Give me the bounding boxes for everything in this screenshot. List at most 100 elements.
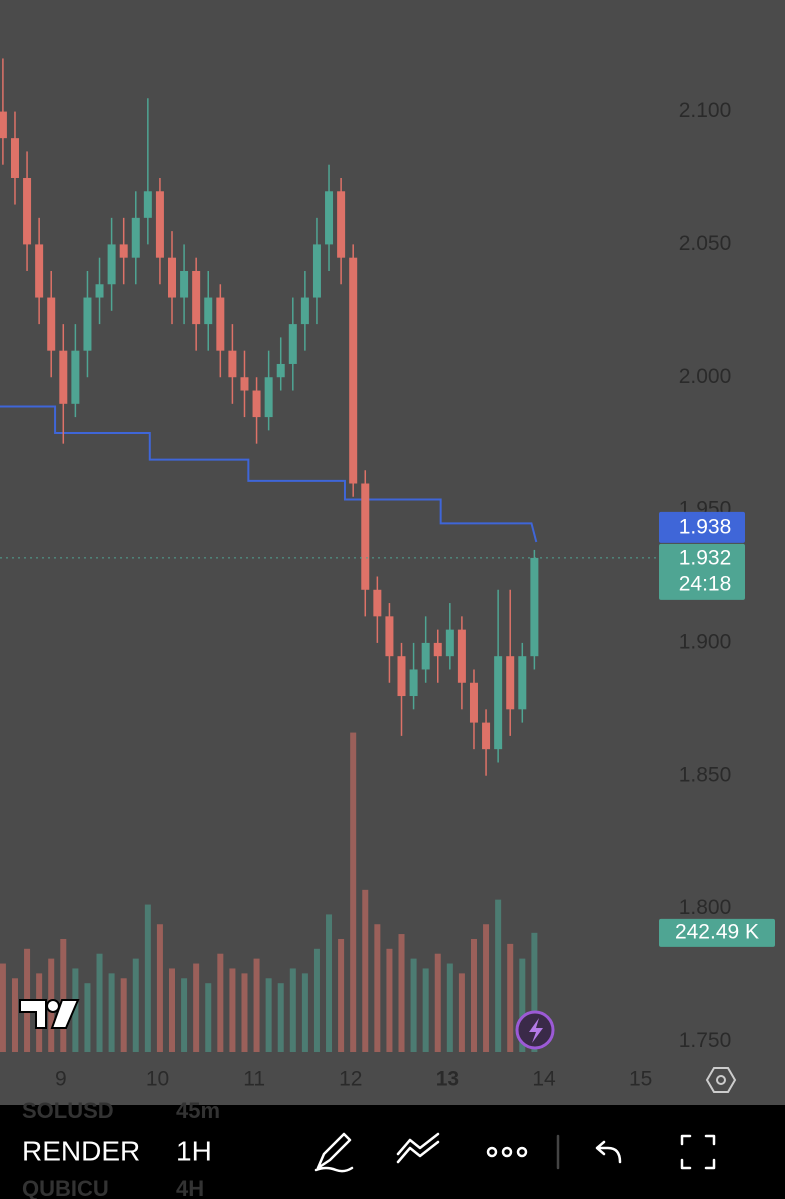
fullscreen-button[interactable] — [680, 1134, 716, 1170]
candle-body — [518, 656, 527, 710]
candle-body — [373, 589, 382, 617]
volume-bar — [495, 899, 502, 1052]
candle-body — [312, 244, 321, 298]
settings-button[interactable] — [705, 1067, 737, 1093]
candle-body — [83, 297, 92, 351]
volume-bar — [72, 968, 79, 1052]
candle-body — [276, 363, 285, 378]
candle-body — [168, 257, 177, 298]
volume-box — [659, 918, 775, 947]
undo-button[interactable] — [595, 1140, 622, 1164]
volume-bar — [181, 978, 188, 1052]
x-tick-label: 10 — [146, 1068, 169, 1091]
lightning-button[interactable] — [515, 1010, 555, 1050]
candle-body — [71, 350, 80, 404]
candle-body — [494, 656, 503, 750]
x-tick-label: 12 — [339, 1068, 362, 1091]
x-tick-label: 9 — [55, 1068, 67, 1091]
candle-body — [385, 616, 394, 657]
candle-body — [155, 191, 164, 258]
lines-tool[interactable] — [396, 1132, 440, 1164]
candle-body — [35, 244, 44, 298]
volume-bar — [531, 932, 538, 1052]
y-tick-label: 2.100 — [679, 99, 732, 122]
ghost-symbol: QUBICU — [22, 1176, 109, 1199]
candle-body — [240, 377, 249, 391]
volume-bar — [11, 978, 18, 1052]
volume-bar — [434, 953, 441, 1052]
volume-bar — [156, 924, 163, 1052]
volume-bar — [217, 953, 224, 1052]
volume-bar — [120, 978, 127, 1052]
toolbar — [0, 1105, 785, 1199]
volume-bar — [205, 983, 212, 1052]
volume-bar — [398, 934, 405, 1052]
x-tick-label: 13 — [436, 1068, 459, 1091]
volume-bar — [253, 958, 260, 1052]
volume-bar — [507, 943, 514, 1052]
volume-bar — [374, 924, 381, 1052]
candle-body — [300, 297, 309, 325]
candle-body — [397, 656, 406, 697]
volume-bar — [241, 973, 248, 1052]
y-tick-label: 1.900 — [679, 630, 732, 653]
candle-body — [288, 324, 297, 364]
candle-body — [59, 350, 68, 404]
y-tick-label: 1.850 — [679, 763, 732, 786]
candle-body — [445, 629, 454, 657]
volume-bar — [84, 983, 91, 1052]
y-tick-label: 2.000 — [679, 365, 732, 388]
volume-bar — [386, 948, 393, 1052]
volume-bar — [362, 889, 369, 1052]
candle-body — [192, 270, 201, 325]
candle-body — [337, 191, 346, 258]
candle-body — [204, 297, 213, 325]
interval-button[interactable]: 1H — [176, 1135, 212, 1166]
volume-bar — [193, 963, 200, 1052]
volume-bar — [326, 914, 333, 1052]
indicator-label: 1.938 — [679, 515, 732, 538]
volume-bar — [301, 973, 308, 1052]
candle-body — [143, 191, 152, 218]
draw-tool[interactable] — [314, 1132, 354, 1173]
candle-body — [506, 656, 515, 710]
overlay: 1.932 24:18 1.938 242.49 K — [0, 511, 775, 947]
indicator-line — [0, 405, 538, 543]
candle-body — [264, 377, 273, 418]
ghost-symbol: SOLUSD — [22, 1098, 114, 1123]
volume-bar — [313, 948, 320, 1052]
candle-body — [325, 191, 334, 245]
volume-bar — [0, 963, 6, 1052]
candle-body — [131, 217, 140, 258]
candle-body — [107, 244, 116, 285]
indicator-box — [659, 511, 745, 543]
candle-body — [47, 297, 56, 351]
countdown-label: 24:18 — [679, 572, 732, 595]
y-tick-label: 1.750 — [679, 1029, 732, 1052]
y-tick-label: 2.050 — [679, 232, 732, 255]
candle-body — [252, 390, 261, 418]
volume-bar — [132, 958, 139, 1052]
candle-body — [530, 557, 539, 657]
candle-body — [361, 483, 370, 590]
candle-body — [457, 629, 466, 683]
ghost-interval: 45m — [176, 1098, 220, 1123]
volume-bar — [108, 973, 115, 1052]
candle-body — [228, 350, 237, 378]
ghost-interval: 4H — [176, 1176, 204, 1199]
chart-background — [0, 0, 785, 1105]
volume-bar — [60, 938, 67, 1052]
more-button[interactable] — [486, 1146, 528, 1158]
y-tick-label: 1.800 — [679, 896, 732, 919]
candle-body — [421, 642, 430, 670]
volume-bar — [277, 983, 284, 1052]
volume-label: 242.49 K — [675, 920, 759, 943]
volume-bar — [410, 958, 417, 1052]
symbol-button[interactable]: RENDER — [22, 1135, 140, 1166]
volume-bar — [96, 953, 103, 1052]
candle-body — [349, 257, 358, 484]
price-label: 1.932 — [679, 546, 732, 569]
candle-body — [469, 682, 478, 723]
volume-bar — [265, 978, 272, 1052]
